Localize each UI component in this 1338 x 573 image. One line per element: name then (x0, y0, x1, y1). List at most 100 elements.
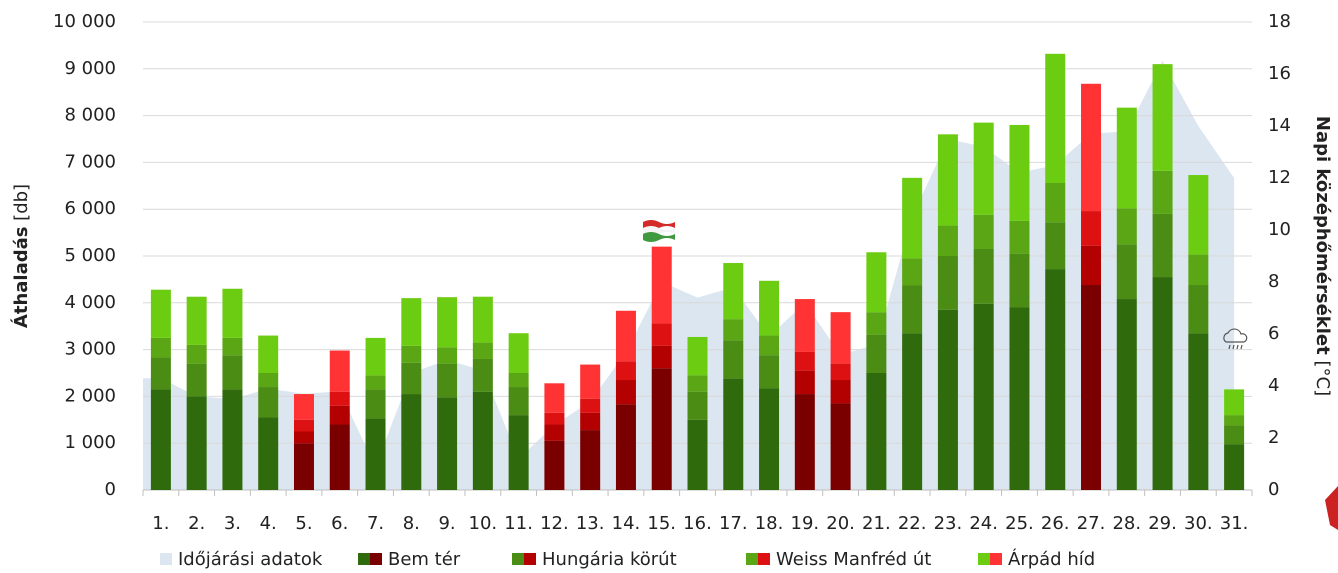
bar-segment (866, 373, 887, 490)
bar-segment (759, 388, 780, 490)
bar-segment (150, 389, 171, 490)
bar-segment (615, 310, 636, 362)
bar-segment (150, 337, 171, 358)
x-tick-label: 17. (719, 513, 748, 534)
rain-icon (1223, 328, 1248, 350)
bar-segment (723, 319, 744, 341)
bar-segment (544, 440, 565, 490)
x-tick-label: 12. (540, 513, 569, 534)
bar-segment (973, 303, 994, 490)
bar-segment (293, 394, 314, 420)
bar-segment (687, 375, 708, 392)
bar-segment (508, 415, 529, 490)
bar-segment (1045, 222, 1066, 270)
bar-segment (1188, 333, 1209, 490)
bar-segment (437, 397, 458, 490)
x-tick-label: 8. (403, 513, 420, 534)
y2-tick-label: 10 (1268, 219, 1291, 240)
flag-icon (643, 220, 675, 242)
bar-segment (580, 364, 601, 399)
bar-segment (580, 430, 601, 490)
y-tick-label: 2 000 (64, 385, 116, 406)
x-tick-label: 5. (295, 513, 312, 534)
y2-tick-label: 12 (1268, 167, 1291, 188)
bar-segment (258, 417, 279, 490)
bar-segment (759, 355, 780, 389)
bar-segment (830, 403, 851, 490)
bar-segment (687, 336, 708, 376)
legend-swatch (512, 553, 524, 565)
bar-segment (866, 312, 887, 335)
bar-segment (1224, 415, 1245, 426)
bar-segment (615, 404, 636, 490)
y-tick-label: 1 000 (64, 432, 116, 453)
bar-segment (1188, 285, 1209, 334)
bar-segment (365, 418, 386, 490)
x-tick-label: 23. (934, 513, 963, 534)
bar-segment (1116, 208, 1137, 245)
x-tick-label: 30. (1184, 513, 1213, 534)
legend-swatch (990, 553, 1002, 565)
x-tick-label: 29. (1148, 513, 1177, 534)
bar-segment (222, 288, 243, 338)
y2-tick-label: 4 (1268, 375, 1279, 396)
bar-segment (902, 258, 923, 286)
bar-segment (794, 299, 815, 352)
legend-label: Időjárási adatok (178, 549, 323, 570)
bar-segment (472, 391, 493, 490)
x-tick-label: 26. (1041, 513, 1070, 534)
y2-label-main: Napi középhőmérséklet (1312, 116, 1333, 355)
x-tick-label: 7. (367, 513, 384, 534)
bar-segment (615, 380, 636, 405)
legend-label: Árpád híd (1008, 548, 1095, 570)
bar-segment (1152, 64, 1173, 171)
bar-segment (472, 296, 493, 343)
bar-segment (1116, 107, 1137, 209)
legend-swatch (524, 553, 536, 565)
bar-segment (1224, 389, 1245, 416)
bar-segment (508, 387, 529, 416)
y-tick-label: 8 000 (64, 105, 116, 126)
bar-segment (365, 389, 386, 419)
y-tick-label: 0 (105, 479, 116, 500)
bar-segment (1116, 299, 1137, 490)
y2-tick-label: 18 (1268, 11, 1291, 32)
legend-swatch (370, 553, 382, 565)
bar-segment (723, 263, 744, 320)
bar-segment (544, 383, 565, 413)
bar-segment (401, 394, 422, 490)
bar-segment (937, 134, 958, 226)
bar-segment (794, 370, 815, 395)
x-tick-label: 15. (647, 513, 676, 534)
bar-segment (1081, 211, 1102, 246)
bar-segment (794, 394, 815, 490)
bar-segment (508, 333, 529, 373)
legend-swatch (160, 553, 172, 565)
bar-segment (258, 335, 279, 373)
bar-segment (329, 424, 350, 490)
bar-segment (651, 345, 672, 369)
y2-tick-label: 6 (1268, 323, 1279, 344)
bar-segment (651, 323, 672, 346)
bar-segment (401, 298, 422, 346)
bar-segment (472, 342, 493, 359)
legend-label: Weiss Manfréd út (776, 549, 931, 570)
bar-segment (723, 340, 744, 379)
bar-segment (1224, 444, 1245, 490)
x-tick-label: 24. (969, 513, 998, 534)
x-tick-label: 22. (898, 513, 927, 534)
bar-segment (222, 337, 243, 356)
bar-segment (651, 246, 672, 324)
bar-segment (973, 248, 994, 304)
legend-label: Bem tér (388, 549, 461, 570)
x-tick-label: 21. (862, 513, 891, 534)
bar-segment (186, 344, 207, 364)
y2-tick-label: 16 (1268, 63, 1291, 84)
bar-segment (651, 368, 672, 490)
legend-swatch (758, 553, 770, 565)
bar-segment (1152, 213, 1173, 278)
bar-segment (1081, 285, 1102, 490)
bar-segment (687, 391, 708, 420)
bar-segment (1188, 254, 1209, 286)
bar-segment (544, 412, 565, 425)
